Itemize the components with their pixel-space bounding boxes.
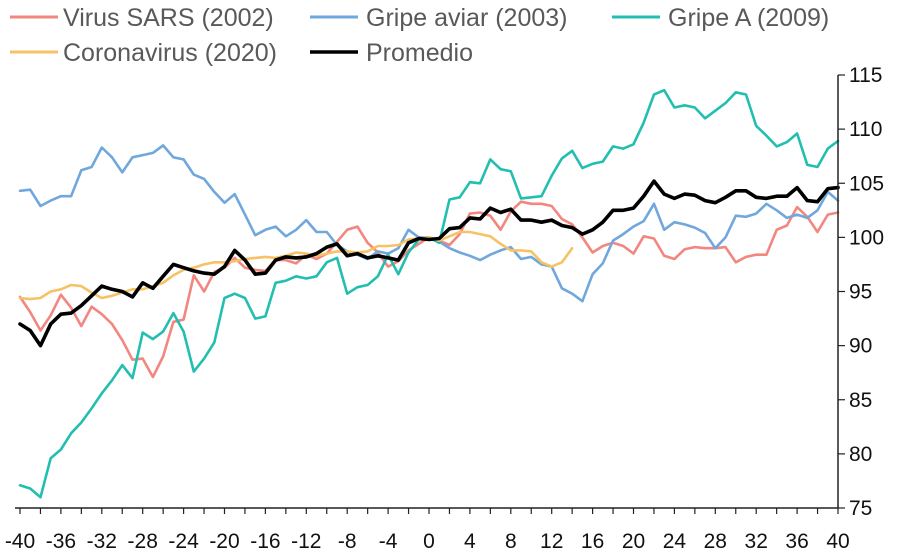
x-tick-label: 12 xyxy=(540,530,563,553)
x-tick-label: -28 xyxy=(128,530,158,553)
x-tick-label: -20 xyxy=(209,530,239,553)
x-tick-label: -24 xyxy=(168,530,199,553)
x-tick-label: -32 xyxy=(87,530,117,553)
legend-label-virus-sars-2002: Virus SARS (2002) xyxy=(63,4,274,32)
axes: -40 -36 -32 -28 -24 -20 -16 -12 -8 -4 0 4 8 12 16 20 24 2… xyxy=(5,64,884,553)
x-tick-label: 24 xyxy=(663,530,687,553)
y-tick-label: 75 xyxy=(849,497,872,520)
x-tick-label: 4 xyxy=(464,530,476,553)
legend-item-virus-sars-2002: Virus SARS (2002) xyxy=(10,4,274,32)
legend: Virus SARS (2002) Gripe aviar (2003) Gri… xyxy=(10,4,829,67)
y-tick-label: 115 xyxy=(849,64,882,87)
x-tick-label: -16 xyxy=(250,530,280,553)
legend-label-gripe-aviar-2003: Gripe aviar (2003) xyxy=(366,4,567,32)
y-axis-ticks: 75 80 85 90 95 100 105 110 115 xyxy=(838,64,884,520)
x-tick-label: -12 xyxy=(291,530,321,553)
x-tick-label: 0 xyxy=(423,530,435,553)
x-axis-ticks: -40 -36 -32 -28 -24 -20 -16 -12 -8 -4 0 4 8 12 16 20 24 2… xyxy=(5,508,850,553)
legend-label-coronavirus-2020: Coronavirus (2020) xyxy=(63,39,277,67)
y-tick-label: 95 xyxy=(849,281,872,304)
x-tick-label: 36 xyxy=(785,530,808,553)
y-tick-label: 110 xyxy=(849,118,882,141)
x-tick-label: 20 xyxy=(622,530,645,553)
series-line-coronavirus-2020 xyxy=(18,230,574,301)
x-tick-label: 8 xyxy=(505,530,517,553)
legend-item-gripe-aviar-2003: Gripe aviar (2003) xyxy=(310,4,567,32)
y-tick-label: 90 xyxy=(849,335,872,358)
series-line-gripe-aviar-2003 xyxy=(18,144,840,303)
x-tick-label: 32 xyxy=(745,530,768,553)
series-line-gripe-a-2009 xyxy=(18,88,840,499)
legend-label-promedio: Promedio xyxy=(366,39,473,67)
x-tick-label: -4 xyxy=(379,530,398,553)
y-tick-label: 85 xyxy=(849,389,872,412)
series-line-promedio xyxy=(18,179,840,348)
plot-area xyxy=(18,88,840,499)
x-tick-label: 40 xyxy=(826,530,849,553)
x-tick-label: -36 xyxy=(46,530,76,553)
legend-label-gripe-a-2009: Gripe A (2009) xyxy=(668,4,829,32)
legend-item-coronavirus-2020: Coronavirus (2020) xyxy=(10,39,277,67)
x-tick-label: -40 xyxy=(5,530,35,553)
x-tick-label: -8 xyxy=(338,530,357,553)
x-tick-label: 28 xyxy=(704,530,727,553)
y-tick-label: 105 xyxy=(849,172,884,195)
y-tick-label: 100 xyxy=(849,226,884,249)
legend-item-promedio: Promedio xyxy=(310,39,473,67)
legend-item-gripe-a-2009: Gripe A (2009) xyxy=(612,4,829,32)
x-tick-label: 16 xyxy=(581,530,604,553)
y-tick-label: 80 xyxy=(849,443,872,466)
